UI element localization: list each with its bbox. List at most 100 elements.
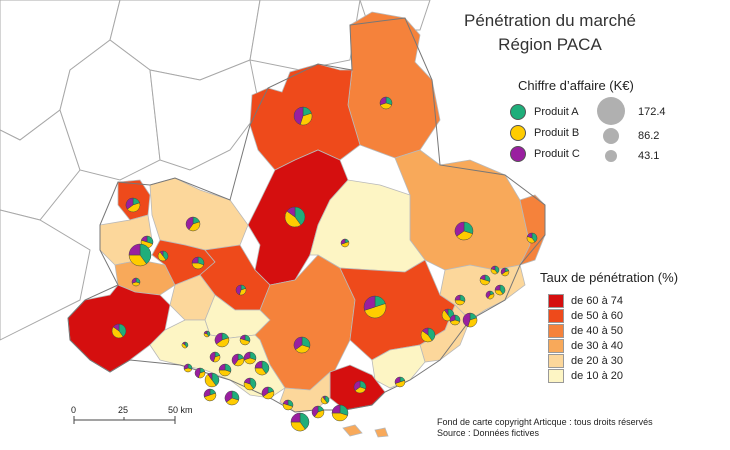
- pie-segment: [183, 363, 189, 370]
- pie-symbols: [111, 96, 538, 432]
- pie-symbol: [462, 312, 478, 328]
- legend-product-c: Produit C: [510, 146, 580, 162]
- pie-segment: [331, 404, 341, 414]
- pie-symbol: [363, 295, 387, 319]
- pie-segment: [394, 380, 406, 388]
- pie-segment: [235, 284, 242, 296]
- pie-segment: [494, 284, 501, 291]
- size-circle-small: [605, 150, 617, 162]
- pie-segment: [182, 341, 186, 346]
- scale-bar: [73, 416, 176, 424]
- pie-segment: [128, 254, 147, 267]
- rate-swatch-3: [548, 339, 564, 353]
- pie-symbol: [340, 238, 350, 248]
- pie-segment: [191, 256, 199, 264]
- source-note: Source : Données fictives: [437, 428, 540, 438]
- pie-symbol: [239, 334, 251, 346]
- rate-label-0: de 60 à 74: [571, 295, 623, 307]
- pie-symbol: [485, 290, 495, 300]
- pie-symbol: [353, 380, 367, 394]
- product-c-swatch: [510, 146, 526, 162]
- pie-segment: [293, 336, 303, 351]
- pie-segment: [215, 337, 230, 348]
- pie-segment: [444, 308, 449, 316]
- pie-segment: [128, 243, 141, 256]
- size-circle-medium: [603, 128, 619, 144]
- pie-symbol: [183, 363, 193, 373]
- pie-segment: [322, 395, 326, 401]
- pie-segment: [262, 390, 275, 400]
- pie-segment: [340, 238, 346, 245]
- pie-segment: [203, 392, 217, 402]
- pie-segment: [479, 274, 486, 281]
- pie-segment: [214, 332, 223, 345]
- size-label-small: 43.1: [638, 150, 660, 162]
- pie-segment: [243, 377, 251, 385]
- pie-segment: [479, 278, 491, 286]
- rate-swatch-2: [548, 324, 564, 338]
- pie-segment: [331, 412, 348, 422]
- pie-segment: [379, 96, 387, 106]
- pie-symbol: [131, 277, 141, 287]
- pie-symbol: [157, 250, 169, 262]
- rate-label-4: de 20 à 30: [571, 355, 623, 367]
- map-title: Pénétration du marché: [464, 11, 636, 30]
- pie-symbol: [261, 386, 275, 400]
- pie-segment: [111, 326, 124, 339]
- pie-symbol: [111, 323, 127, 339]
- pie-symbol: [311, 405, 325, 419]
- pie-segment: [311, 405, 319, 418]
- pie-symbol: [185, 216, 201, 232]
- pie-segment: [159, 250, 164, 257]
- pie-segment: [207, 372, 213, 381]
- pie-symbol: [203, 388, 217, 402]
- pie-symbol: [420, 327, 436, 343]
- pie-symbol: [181, 341, 189, 349]
- scale-label-25: 25: [118, 405, 129, 415]
- pie-segment: [131, 277, 137, 284]
- pie-segment: [462, 312, 471, 327]
- pie-symbol: [209, 351, 221, 363]
- rate-label-3: de 30 à 40: [571, 340, 623, 352]
- rate-class-1: de 50 à 60: [548, 309, 623, 323]
- rate-label-1: de 50 à 60: [571, 310, 623, 322]
- pie-segment: [526, 232, 533, 239]
- pie-symbol: [454, 294, 466, 306]
- product-a-label: Produit A: [534, 106, 579, 118]
- product-b-swatch: [510, 125, 526, 141]
- pie-segment: [500, 267, 506, 275]
- pie-segment: [299, 412, 310, 430]
- rate-class-4: de 20 à 30: [548, 354, 623, 368]
- pie-segment: [454, 294, 461, 301]
- legend-product-a: Produit A: [510, 104, 579, 120]
- pie-symbol: [204, 372, 220, 388]
- pie-segment: [364, 303, 387, 319]
- pie-symbol: [293, 106, 313, 126]
- pie-symbol: [379, 96, 393, 110]
- pie-symbol: [284, 206, 306, 228]
- pie-symbol: [243, 351, 257, 365]
- map-subtitle: Région PACA: [498, 35, 602, 54]
- pie-segment: [254, 360, 263, 369]
- pie-symbol: [320, 395, 330, 405]
- pie-segment: [209, 351, 216, 363]
- product-a-swatch: [510, 104, 526, 120]
- pie-segment: [239, 334, 246, 341]
- pie-segment: [218, 363, 226, 371]
- pie-symbol: [125, 197, 141, 213]
- rate-legend-title: Taux de pénétration (%): [540, 270, 679, 285]
- pie-symbol: [526, 232, 538, 244]
- pie-symbol: [243, 377, 257, 391]
- pie-symbol: [490, 265, 500, 275]
- pie-segment: [290, 412, 301, 423]
- pie-symbol: [203, 330, 211, 338]
- rate-class-0: de 60 à 74: [548, 294, 623, 308]
- pie-symbol: [494, 284, 506, 296]
- pie-segment: [353, 380, 361, 391]
- pie-segment: [203, 388, 211, 398]
- pie-symbol: [128, 243, 152, 267]
- size-circle-large: [597, 97, 625, 125]
- pie-segment: [140, 235, 148, 243]
- rate-class-2: de 40 à 50: [548, 324, 623, 338]
